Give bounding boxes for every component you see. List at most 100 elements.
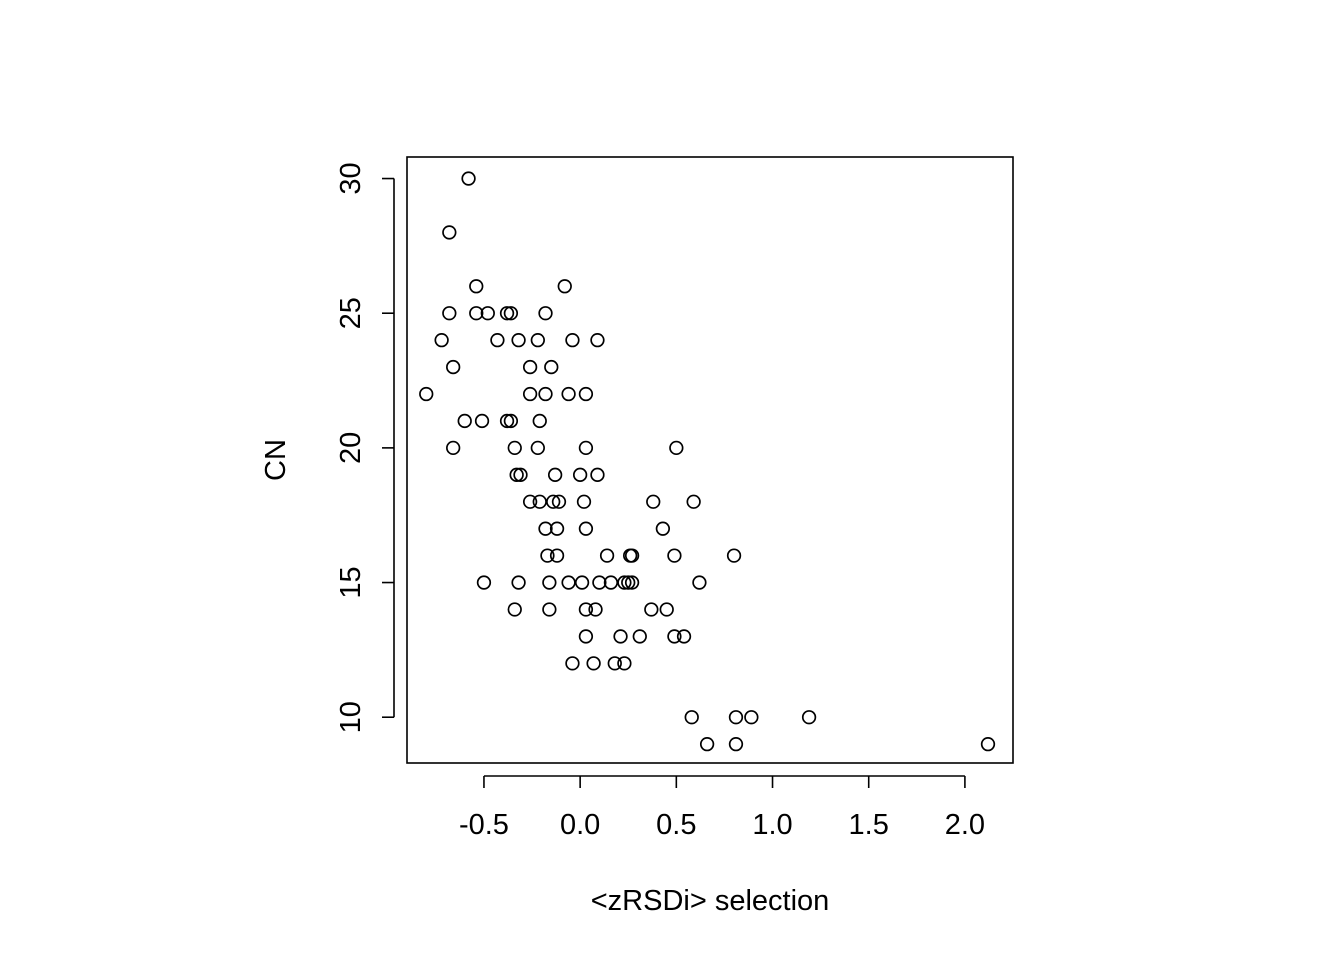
data-point [530, 332, 545, 348]
y-tick-label: 25 [335, 297, 367, 329]
data-point [644, 602, 659, 617]
data-point [511, 332, 526, 348]
data-point [511, 575, 526, 590]
data-point [603, 575, 619, 590]
data-point [434, 332, 449, 348]
y-axis-label: CN [260, 439, 292, 481]
data-point [547, 467, 563, 482]
data-point [476, 575, 492, 590]
data-point [546, 494, 561, 509]
data-point [457, 413, 472, 429]
data-point [532, 413, 547, 429]
data-point [588, 602, 603, 617]
data-point [565, 332, 580, 348]
data-point [586, 656, 601, 671]
data-point [659, 602, 674, 617]
x-tick-label: 1.5 [849, 809, 889, 841]
data-point [503, 306, 519, 321]
data-point [461, 171, 476, 186]
data-point [624, 548, 640, 563]
x-tick-label: 1.0 [752, 809, 792, 841]
data-point [728, 736, 744, 752]
data-point [503, 413, 519, 429]
data-point [469, 306, 484, 321]
data-point [513, 467, 528, 482]
data-point [744, 710, 759, 725]
data-point [617, 656, 632, 671]
data-point [624, 575, 640, 590]
data-point [578, 629, 594, 644]
y-tick-label: 10 [335, 701, 367, 733]
data-point [667, 548, 682, 563]
y-tick-label: 20 [335, 432, 367, 464]
data-point [532, 494, 547, 509]
data-point [574, 575, 590, 590]
data-point [621, 575, 636, 590]
data-point [507, 602, 522, 617]
data-point [801, 710, 817, 725]
data-point [549, 548, 565, 563]
data-point [469, 279, 484, 294]
data-point [692, 575, 707, 590]
data-point [538, 521, 553, 536]
data-point [499, 413, 515, 429]
data-point [540, 548, 555, 563]
data-point [419, 386, 434, 402]
data-point [980, 736, 996, 752]
data-point [480, 306, 495, 321]
data-point [507, 440, 522, 456]
data-point [499, 306, 515, 321]
data-point [538, 306, 553, 321]
data-point [613, 629, 628, 644]
data-point [561, 386, 576, 402]
data-point [561, 575, 576, 590]
y-tick-label: 15 [335, 566, 367, 598]
data-point [446, 359, 461, 375]
data-point [572, 467, 588, 482]
x-axis-label: <zRSDi> selection [591, 885, 830, 917]
data-point [542, 575, 557, 590]
x-axis: -0.5 0.0 0.5 1.0 1.5 2.0 [459, 775, 985, 841]
data-points [419, 171, 996, 752]
data-point [632, 629, 647, 644]
data-point [655, 521, 671, 536]
data-point [699, 736, 715, 752]
data-point [617, 575, 632, 590]
data-point [590, 332, 605, 348]
plot-frame [406, 156, 1014, 764]
data-point [538, 386, 553, 402]
data-point [578, 386, 594, 402]
data-point [442, 225, 457, 240]
data-point [684, 710, 699, 725]
data-point [607, 656, 622, 671]
x-tick-label: 0.5 [656, 809, 696, 841]
data-point [557, 279, 572, 294]
data-point [522, 359, 538, 375]
data-point [686, 494, 701, 509]
data-point [442, 306, 457, 321]
data-point [590, 467, 605, 482]
data-point [578, 440, 594, 456]
x-tick-label: 0.0 [560, 809, 600, 841]
data-point [544, 359, 559, 375]
data-point [576, 494, 592, 509]
data-point [474, 413, 490, 429]
data-point [549, 521, 565, 536]
data-point [522, 386, 538, 402]
data-point [676, 629, 692, 644]
data-point [599, 548, 615, 563]
data-point [490, 332, 505, 348]
data-point [669, 440, 684, 456]
y-tick-label: 30 [335, 162, 367, 194]
x-tick-label: -0.5 [459, 809, 509, 841]
data-point [646, 494, 661, 509]
data-point [578, 602, 594, 617]
data-point [728, 710, 744, 725]
data-point [522, 494, 538, 509]
data-point [551, 494, 567, 509]
data-point [667, 629, 682, 644]
data-point [446, 440, 461, 456]
y-axis: 10 15 20 25 30 [335, 162, 395, 733]
